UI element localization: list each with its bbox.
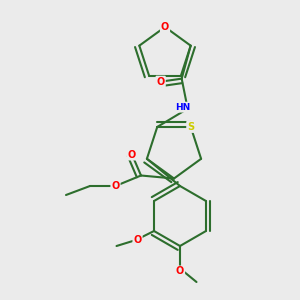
Text: O: O xyxy=(161,22,169,32)
Text: O: O xyxy=(128,149,136,160)
Text: O: O xyxy=(176,266,184,277)
Text: HN: HN xyxy=(176,103,191,112)
Text: O: O xyxy=(134,235,142,245)
Text: O: O xyxy=(111,181,120,191)
Text: S: S xyxy=(187,122,194,132)
Text: O: O xyxy=(157,77,165,87)
